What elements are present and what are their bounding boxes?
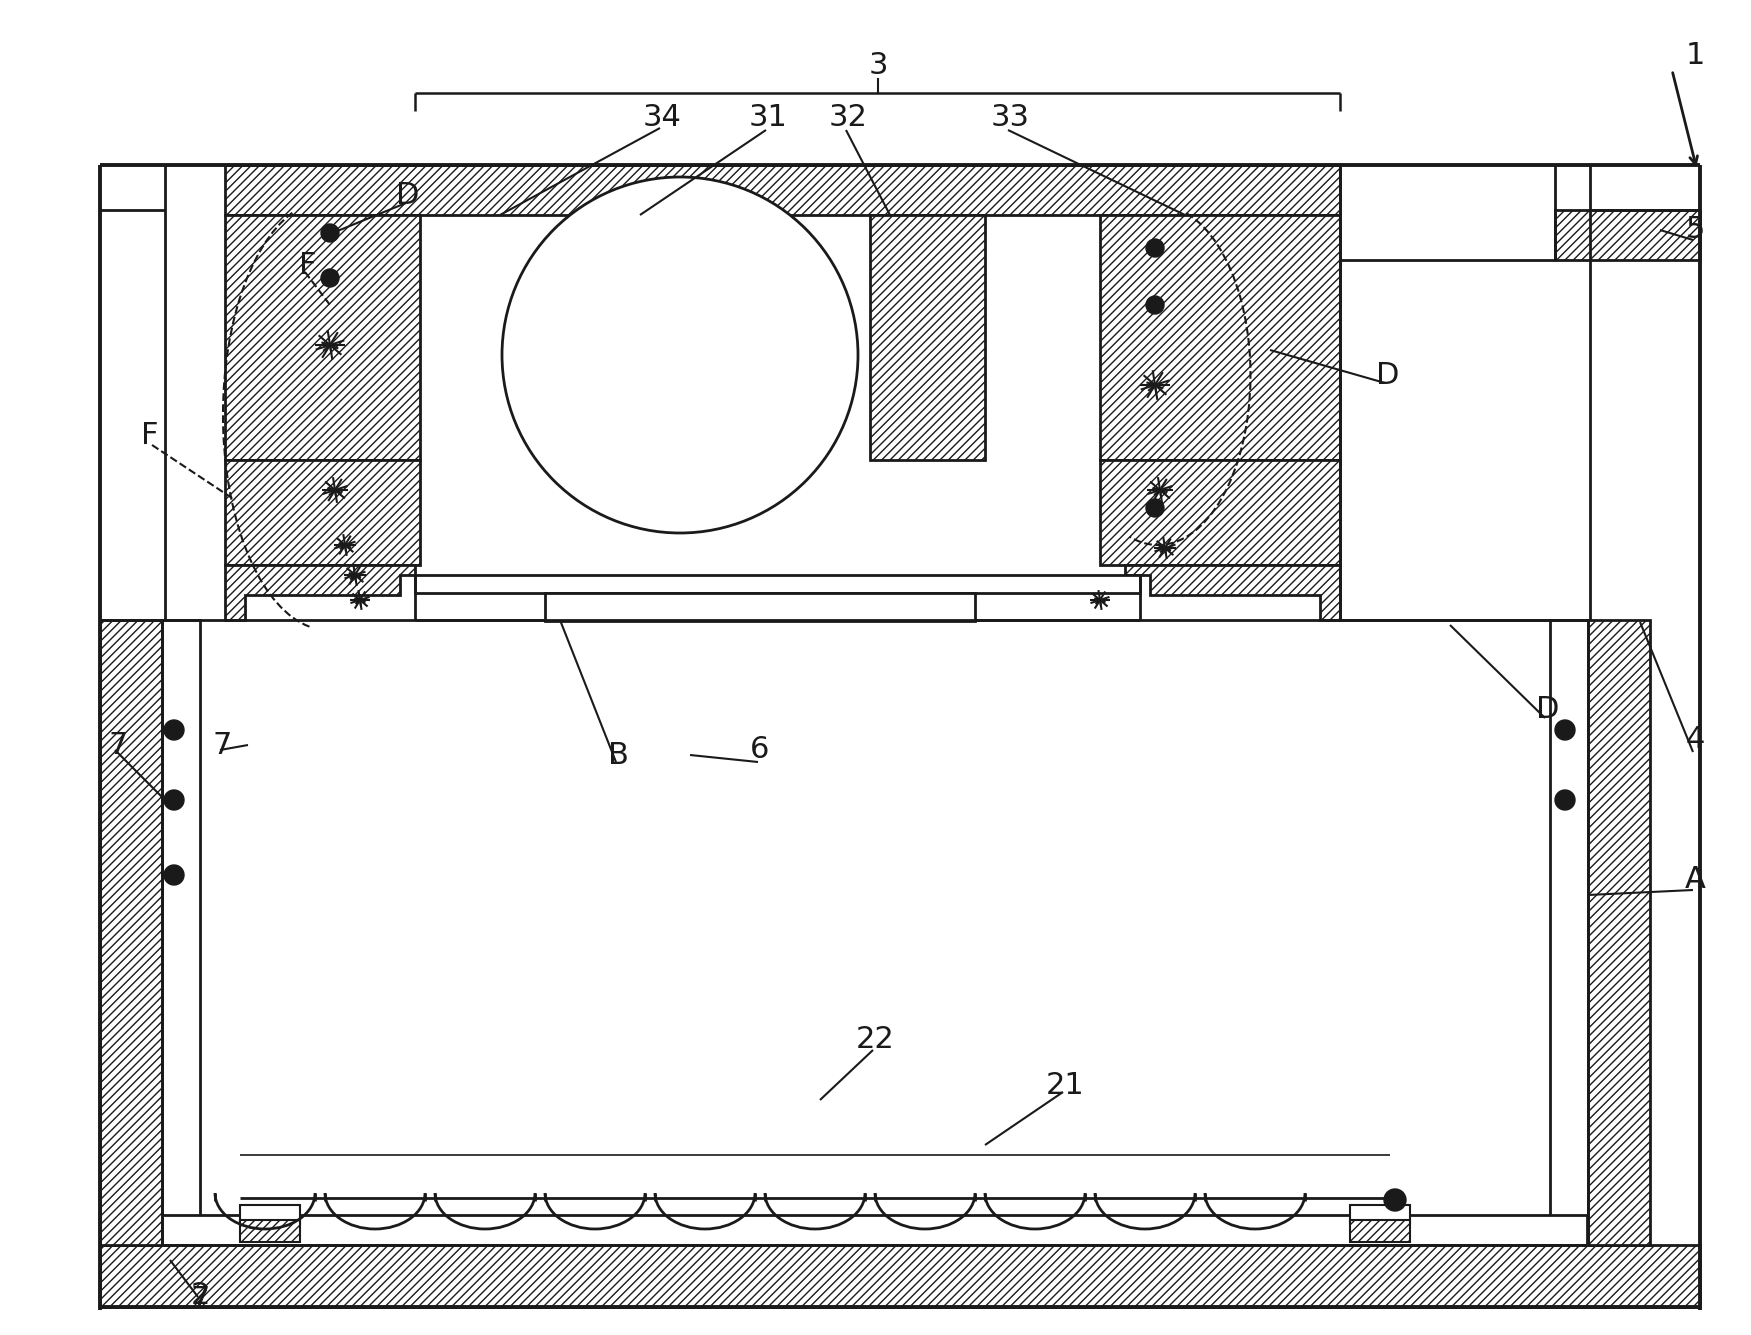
Bar bbox=[1350, 1206, 1410, 1223]
Bar bbox=[163, 1215, 1586, 1246]
Text: D: D bbox=[396, 180, 420, 210]
Bar bbox=[100, 619, 163, 1246]
Text: 5: 5 bbox=[1684, 215, 1705, 244]
Bar bbox=[415, 575, 1140, 593]
Text: 7: 7 bbox=[191, 1286, 210, 1315]
Circle shape bbox=[165, 720, 184, 740]
Bar bbox=[240, 1220, 299, 1242]
Text: D: D bbox=[1376, 360, 1399, 390]
Text: B: B bbox=[608, 741, 629, 769]
Circle shape bbox=[165, 865, 184, 885]
Text: 34: 34 bbox=[643, 104, 681, 132]
Text: 4: 4 bbox=[1684, 725, 1705, 754]
Text: A: A bbox=[1684, 865, 1705, 894]
Circle shape bbox=[1145, 499, 1164, 517]
Circle shape bbox=[1383, 1189, 1406, 1211]
Polygon shape bbox=[1124, 565, 1340, 619]
Bar bbox=[1588, 619, 1649, 1246]
Text: D: D bbox=[1536, 696, 1560, 725]
Text: 21: 21 bbox=[1045, 1071, 1084, 1100]
Bar bbox=[100, 1246, 1700, 1307]
Text: 1: 1 bbox=[1684, 40, 1705, 69]
Bar bbox=[1100, 461, 1340, 565]
Text: F: F bbox=[142, 421, 159, 450]
Bar bbox=[163, 619, 200, 1246]
Text: 7: 7 bbox=[109, 730, 128, 760]
Bar bbox=[870, 215, 986, 461]
Text: 31: 31 bbox=[749, 104, 788, 132]
Bar bbox=[1100, 215, 1340, 461]
Text: 2: 2 bbox=[191, 1280, 210, 1310]
Bar bbox=[1555, 210, 1700, 260]
Text: 3: 3 bbox=[868, 51, 888, 80]
Bar bbox=[224, 166, 1340, 215]
Bar bbox=[240, 1206, 299, 1223]
Circle shape bbox=[165, 790, 184, 810]
Circle shape bbox=[503, 178, 858, 533]
Text: 6: 6 bbox=[751, 736, 770, 765]
Circle shape bbox=[320, 268, 340, 287]
Text: F: F bbox=[299, 251, 317, 279]
Text: 32: 32 bbox=[828, 104, 867, 132]
Text: 22: 22 bbox=[856, 1025, 895, 1055]
Circle shape bbox=[1145, 296, 1164, 314]
Text: 33: 33 bbox=[991, 104, 1030, 132]
Bar bbox=[1550, 619, 1588, 1246]
Bar bbox=[545, 593, 975, 621]
Bar bbox=[224, 461, 420, 565]
Circle shape bbox=[320, 224, 340, 242]
Text: 7: 7 bbox=[212, 730, 231, 760]
Circle shape bbox=[1555, 790, 1574, 810]
Circle shape bbox=[1555, 720, 1574, 740]
Bar bbox=[1350, 1220, 1410, 1242]
Circle shape bbox=[1145, 239, 1164, 258]
Polygon shape bbox=[224, 565, 415, 619]
Bar bbox=[224, 215, 420, 461]
